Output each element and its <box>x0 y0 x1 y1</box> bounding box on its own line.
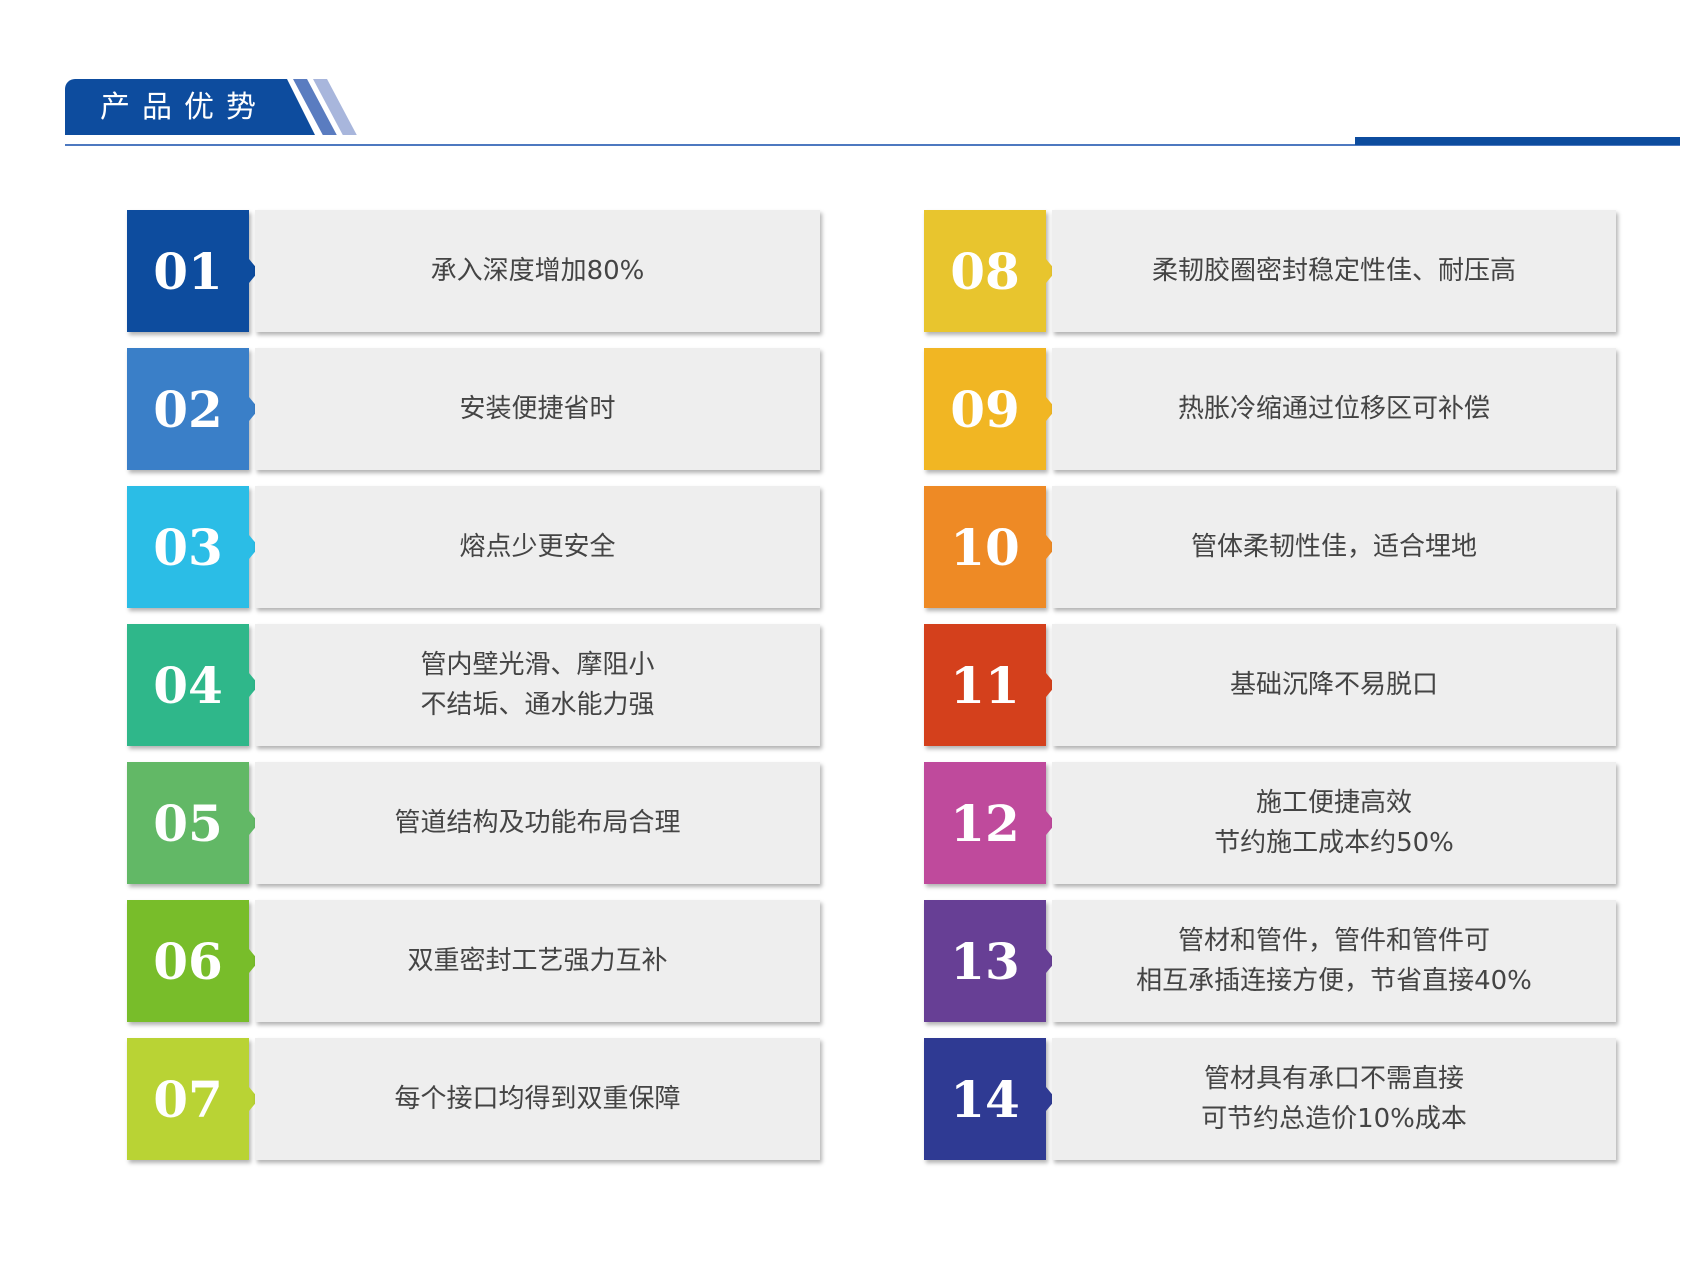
item-description: 柔韧胶圈密封稳定性佳、耐压高 <box>1052 210 1616 332</box>
arrow-pointer-icon <box>249 535 259 559</box>
item-number-badge: 12 <box>924 762 1046 884</box>
arrow-pointer-icon <box>249 673 259 697</box>
item-description: 管体柔韧性佳，适合埋地 <box>1052 486 1616 608</box>
item-number-badge: 04 <box>127 624 249 746</box>
item-number-badge: 13 <box>924 900 1046 1022</box>
item-number-badge: 07 <box>127 1038 249 1160</box>
arrow-pointer-icon <box>249 1087 259 1111</box>
section-tab <box>65 79 315 135</box>
header-accent-bar <box>1355 137 1680 145</box>
item-description: 安装便捷省时 <box>255 348 820 470</box>
arrow-pointer-icon <box>249 811 259 835</box>
arrow-pointer-icon <box>1046 811 1056 835</box>
arrow-pointer-icon <box>249 397 259 421</box>
arrow-pointer-icon <box>1046 949 1056 973</box>
item-description: 双重密封工艺强力互补 <box>255 900 820 1022</box>
item-description: 熔点少更安全 <box>255 486 820 608</box>
item-number-badge: 14 <box>924 1038 1046 1160</box>
arrow-pointer-icon <box>1046 535 1056 559</box>
arrow-pointer-icon <box>1046 673 1056 697</box>
item-number-badge: 08 <box>924 210 1046 332</box>
item-description: 热胀冷缩通过位移区可补偿 <box>1052 348 1616 470</box>
item-number-badge: 03 <box>127 486 249 608</box>
arrow-pointer-icon <box>249 949 259 973</box>
arrow-pointer-icon <box>1046 397 1056 421</box>
item-description: 管材和管件，管件和管件可 相互承插连接方便，节省直接40% <box>1052 900 1616 1022</box>
arrow-pointer-icon <box>1046 1087 1056 1111</box>
arrow-pointer-icon <box>1046 259 1056 283</box>
item-number-badge: 09 <box>924 348 1046 470</box>
arrow-pointer-icon <box>249 259 259 283</box>
item-description: 管道结构及功能布局合理 <box>255 762 820 884</box>
item-number-badge: 05 <box>127 762 249 884</box>
item-number-badge: 11 <box>924 624 1046 746</box>
item-description: 承入深度增加80% <box>255 210 820 332</box>
item-number-badge: 01 <box>127 210 249 332</box>
item-description: 每个接口均得到双重保障 <box>255 1038 820 1160</box>
item-description: 基础沉降不易脱口 <box>1052 624 1616 746</box>
header-divider <box>65 144 1680 146</box>
item-description: 管内壁光滑、摩阻小 不结垢、通水能力强 <box>255 624 820 746</box>
section-title: 产品优势 <box>100 90 268 125</box>
item-number-badge: 10 <box>924 486 1046 608</box>
item-description: 管材具有承口不需直接 可节约总造价10%成本 <box>1052 1038 1616 1160</box>
item-description: 施工便捷高效 节约施工成本约50% <box>1052 762 1616 884</box>
item-number-badge: 06 <box>127 900 249 1022</box>
item-number-badge: 02 <box>127 348 249 470</box>
